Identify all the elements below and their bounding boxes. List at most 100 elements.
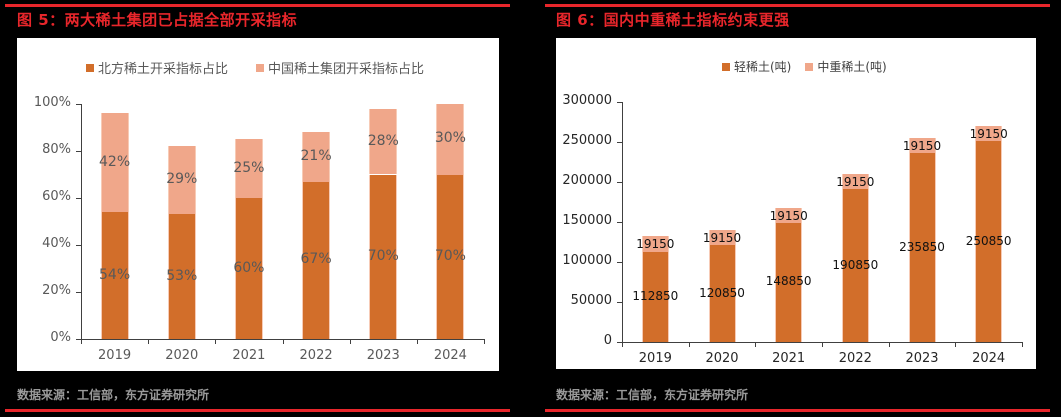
y-tick-mark bbox=[76, 245, 81, 246]
bar-segment-primary bbox=[908, 153, 936, 342]
x-tick-label: 2022 bbox=[299, 348, 333, 363]
data-label: 19150 bbox=[902, 139, 942, 153]
x-tick-mark bbox=[484, 339, 485, 344]
right-legend: 轻稀土(吨) 中重稀土(吨) bbox=[722, 58, 915, 75]
x-tick-label: 2023 bbox=[905, 351, 939, 366]
legend-swatch-light-icon bbox=[256, 63, 265, 72]
x-tick-mark bbox=[416, 339, 418, 344]
bar-segment-secondary bbox=[369, 108, 398, 175]
x-tick-label: 2020 bbox=[705, 351, 739, 366]
y-tick-label: 50000 bbox=[570, 293, 612, 308]
y-tick-label: 80% bbox=[42, 142, 71, 157]
y-tick-label: 100% bbox=[33, 95, 71, 110]
x-tick-label: 2022 bbox=[838, 351, 872, 366]
right-top-rule bbox=[545, 4, 1050, 7]
y-tick-mark bbox=[76, 292, 81, 293]
y-tick-mark bbox=[617, 142, 622, 143]
left-top-rule bbox=[5, 4, 510, 7]
x-tick-mark bbox=[148, 339, 150, 344]
y-tick-mark bbox=[76, 151, 81, 152]
bar-segment-secondary bbox=[841, 174, 869, 190]
data-label: 28% bbox=[367, 132, 399, 149]
bar-segment-primary bbox=[841, 189, 869, 342]
data-label: 19150 bbox=[636, 237, 675, 252]
bar-segment-primary bbox=[975, 141, 1003, 342]
data-label: 29% bbox=[166, 171, 198, 188]
legend-label: 中重稀土(吨) bbox=[817, 60, 887, 74]
data-label: 25% bbox=[233, 159, 265, 176]
y-tick-mark bbox=[617, 222, 622, 223]
x-tick-mark bbox=[955, 342, 957, 347]
legend-item-medium-heavy-rare-earth: 中重稀土(吨) bbox=[805, 58, 887, 75]
legend-swatch-dark-icon bbox=[722, 62, 730, 71]
data-label: 19150 bbox=[769, 208, 808, 223]
bar-segment-primary bbox=[369, 174, 398, 339]
y-tick-label: 200000 bbox=[562, 173, 612, 188]
right-source-note: 数据来源：工信部，东方证券研究所 bbox=[556, 388, 749, 402]
bar-segment-primary bbox=[641, 251, 669, 342]
y-tick-label: 0% bbox=[50, 330, 71, 345]
x-tick-label: 2024 bbox=[972, 351, 1006, 366]
y-tick-label: 60% bbox=[42, 189, 71, 204]
legend-swatch-light-icon bbox=[805, 62, 814, 71]
bar-segment-secondary bbox=[641, 236, 669, 252]
x-tick-mark bbox=[822, 342, 823, 347]
legend-label: 中国稀土集团开采指标占比 bbox=[268, 62, 425, 77]
y-tick-label: 250000 bbox=[562, 133, 612, 148]
y-tick-mark bbox=[76, 339, 81, 340]
y-tick-mark bbox=[617, 262, 622, 263]
data-label: 42% bbox=[99, 153, 131, 170]
bar-segment-primary bbox=[775, 222, 803, 342]
legend-item-china-rare-earth: 中国稀土集团开采指标占比 bbox=[256, 58, 424, 77]
x-tick-mark bbox=[81, 339, 82, 344]
y-tick-mark bbox=[617, 342, 622, 343]
bar-segment-primary bbox=[234, 198, 263, 339]
x-tick-mark bbox=[688, 342, 690, 347]
y-tick-mark bbox=[76, 104, 81, 105]
data-label: 70% bbox=[367, 247, 399, 264]
left-legend: 北方稀土开采指标占比 中国稀土集团开采指标占比 bbox=[86, 58, 452, 77]
y-tick-mark bbox=[617, 102, 622, 103]
y-tick-label: 300000 bbox=[562, 93, 612, 108]
data-label: 70% bbox=[434, 247, 466, 264]
x-tick-mark bbox=[1022, 342, 1023, 347]
x-tick-label: 2020 bbox=[165, 348, 199, 363]
x-tick-label: 2021 bbox=[772, 351, 806, 366]
x-tick-label: 2021 bbox=[232, 348, 266, 363]
bar-segment-secondary bbox=[975, 126, 1003, 142]
y-tick-mark bbox=[617, 302, 622, 303]
y-axis bbox=[81, 104, 82, 339]
x-tick-mark bbox=[888, 342, 890, 347]
bar-segment-secondary bbox=[167, 146, 196, 215]
bar-segment-secondary bbox=[436, 104, 465, 175]
x-tick-mark bbox=[282, 339, 284, 344]
right-bottom-rule bbox=[545, 409, 1050, 412]
data-label: 235850 bbox=[899, 239, 945, 254]
x-tick-label: 2019 bbox=[638, 351, 672, 366]
data-label: 30% bbox=[434, 130, 466, 147]
data-label: 148850 bbox=[765, 274, 812, 289]
y-tick-label: 150000 bbox=[562, 213, 612, 228]
bar-segment-secondary bbox=[908, 138, 936, 154]
data-label: 19150 bbox=[836, 175, 875, 189]
x-tick-mark bbox=[349, 339, 351, 344]
bar-segment-primary bbox=[100, 212, 129, 339]
legend-swatch-dark-icon bbox=[86, 63, 94, 72]
data-label: 67% bbox=[300, 251, 332, 268]
bar-segment-secondary bbox=[775, 207, 803, 223]
data-label: 21% bbox=[300, 147, 332, 164]
y-axis bbox=[622, 102, 623, 342]
data-label: 19150 bbox=[702, 231, 742, 245]
x-tick-mark bbox=[215, 339, 217, 344]
bar-segment-secondary bbox=[234, 139, 263, 198]
right-figure-title: 图 6：国内中重稀土指标约束更强 bbox=[556, 11, 790, 29]
data-label: 250850 bbox=[965, 233, 1012, 248]
bar-segment-secondary bbox=[100, 113, 129, 213]
data-label: 60% bbox=[233, 259, 265, 276]
y-tick-mark bbox=[617, 182, 622, 183]
y-tick-label: 0 bbox=[603, 333, 612, 348]
left-source-note: 数据来源：工信部，东方证券研究所 bbox=[17, 388, 210, 402]
data-label: 19150 bbox=[969, 127, 1008, 141]
y-tick-label: 100000 bbox=[562, 253, 612, 268]
y-tick-label: 20% bbox=[42, 283, 71, 298]
